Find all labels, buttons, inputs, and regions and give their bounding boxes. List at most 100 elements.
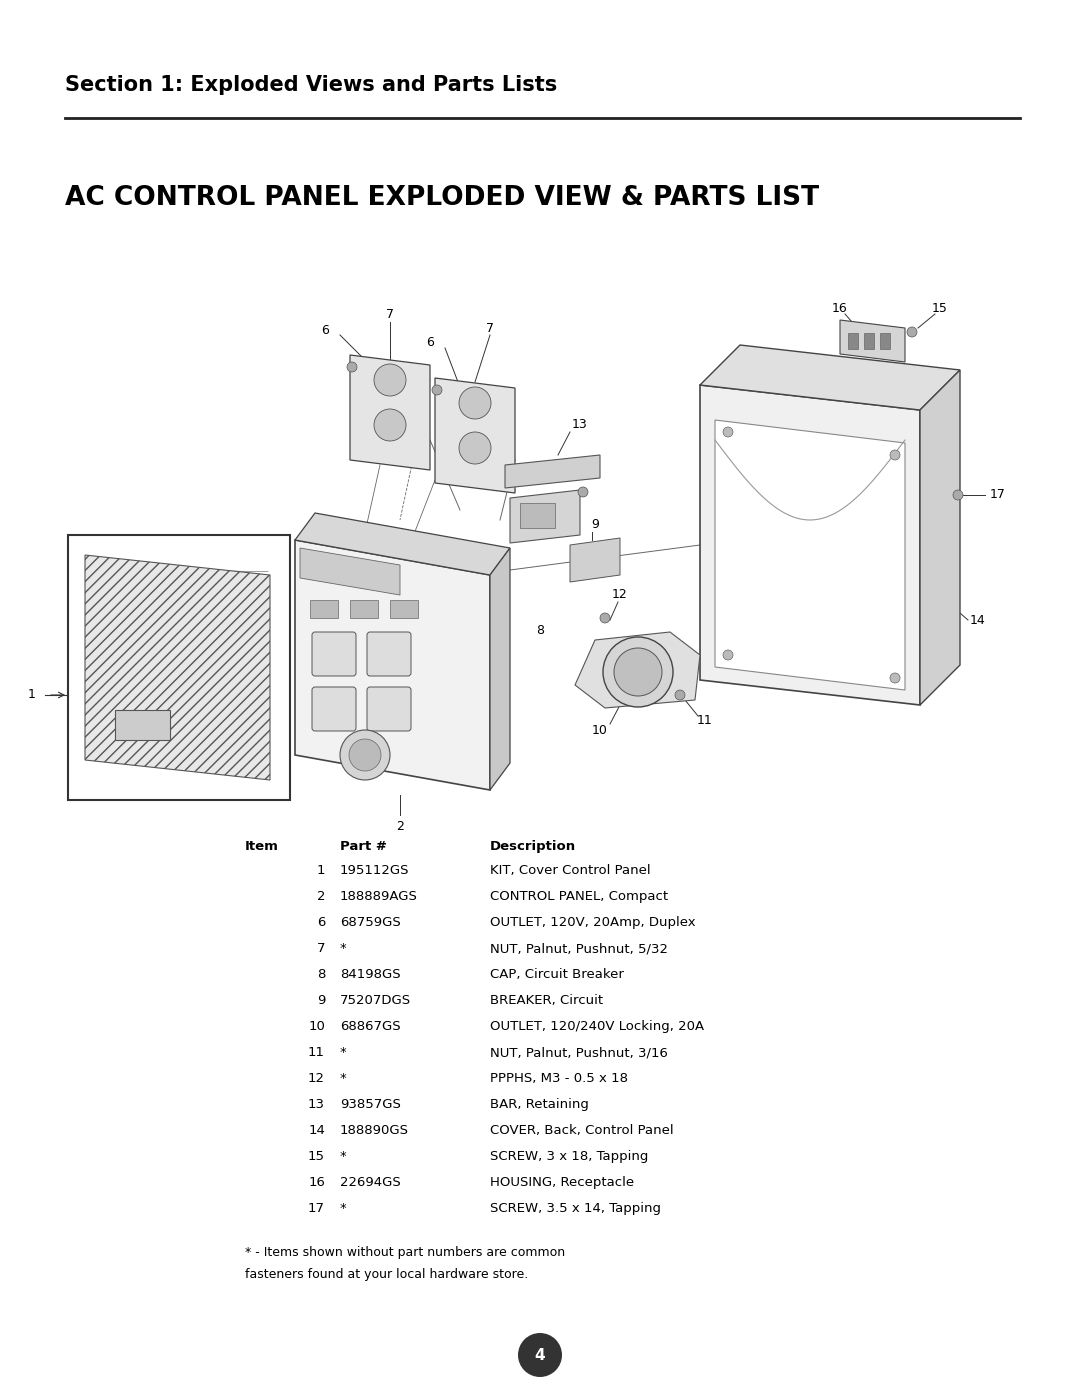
Text: 11: 11 bbox=[697, 714, 713, 726]
Text: 22694GS: 22694GS bbox=[340, 1176, 401, 1189]
FancyBboxPatch shape bbox=[312, 631, 356, 676]
Text: *: * bbox=[340, 1071, 347, 1085]
Text: 6: 6 bbox=[427, 335, 434, 348]
Bar bbox=[519, 503, 555, 528]
Text: NUT, Palnut, Pushnut, 5/32: NUT, Palnut, Pushnut, 5/32 bbox=[490, 942, 669, 956]
Text: HOUSING, Receptacle: HOUSING, Receptacle bbox=[490, 1176, 634, 1189]
Text: BREAKER, Circuit: BREAKER, Circuit bbox=[490, 995, 603, 1007]
Text: 8: 8 bbox=[536, 623, 544, 637]
Text: 12: 12 bbox=[612, 588, 627, 602]
Text: COVER, Back, Control Panel: COVER, Back, Control Panel bbox=[490, 1125, 674, 1137]
Text: 9: 9 bbox=[316, 995, 325, 1007]
Circle shape bbox=[578, 488, 588, 497]
Circle shape bbox=[459, 387, 491, 419]
Text: 188889AGS: 188889AGS bbox=[340, 890, 418, 902]
Polygon shape bbox=[300, 548, 400, 595]
Text: *: * bbox=[340, 942, 347, 956]
Circle shape bbox=[890, 450, 900, 460]
Text: 93857GS: 93857GS bbox=[340, 1098, 401, 1111]
Polygon shape bbox=[295, 513, 510, 576]
Bar bbox=[68, 535, 291, 800]
Text: 14: 14 bbox=[970, 613, 986, 626]
Text: 10: 10 bbox=[308, 1020, 325, 1032]
Text: BAR, Retaining: BAR, Retaining bbox=[490, 1098, 589, 1111]
FancyBboxPatch shape bbox=[367, 631, 411, 676]
Bar bbox=[880, 332, 890, 349]
Polygon shape bbox=[920, 370, 960, 705]
Circle shape bbox=[374, 365, 406, 395]
Text: 16: 16 bbox=[308, 1176, 325, 1189]
Polygon shape bbox=[505, 455, 600, 488]
Text: 6: 6 bbox=[321, 324, 329, 337]
FancyBboxPatch shape bbox=[312, 687, 356, 731]
Polygon shape bbox=[570, 538, 620, 583]
Text: 11: 11 bbox=[308, 1046, 325, 1059]
Text: PPPHS, M3 - 0.5 x 18: PPPHS, M3 - 0.5 x 18 bbox=[490, 1071, 627, 1085]
Text: 75207DGS: 75207DGS bbox=[340, 995, 411, 1007]
Polygon shape bbox=[715, 420, 905, 690]
Circle shape bbox=[603, 637, 673, 707]
Circle shape bbox=[374, 409, 406, 441]
Polygon shape bbox=[575, 631, 700, 708]
Text: 9: 9 bbox=[591, 518, 599, 531]
Circle shape bbox=[723, 650, 733, 659]
Polygon shape bbox=[435, 379, 515, 493]
Circle shape bbox=[347, 362, 357, 372]
Text: 1: 1 bbox=[28, 689, 36, 701]
Text: *: * bbox=[340, 1046, 347, 1059]
Text: SCREW, 3.5 x 14, Tapping: SCREW, 3.5 x 14, Tapping bbox=[490, 1201, 661, 1215]
Text: 16: 16 bbox=[832, 302, 848, 314]
Circle shape bbox=[615, 648, 662, 696]
Text: 15: 15 bbox=[932, 302, 948, 314]
Text: CAP, Circuit Breaker: CAP, Circuit Breaker bbox=[490, 968, 624, 981]
Bar bbox=[350, 599, 378, 617]
Circle shape bbox=[340, 731, 390, 780]
Text: 68759GS: 68759GS bbox=[340, 916, 401, 929]
Polygon shape bbox=[510, 490, 580, 543]
Circle shape bbox=[518, 1333, 562, 1377]
Text: AC CONTROL PANEL EXPLODED VIEW & PARTS LIST: AC CONTROL PANEL EXPLODED VIEW & PARTS L… bbox=[65, 184, 819, 211]
Bar bbox=[864, 332, 874, 349]
Circle shape bbox=[907, 327, 917, 337]
Text: 12: 12 bbox=[308, 1071, 325, 1085]
Text: Part #: Part # bbox=[340, 840, 387, 854]
Circle shape bbox=[890, 673, 900, 683]
Bar bbox=[114, 710, 170, 740]
Text: 13: 13 bbox=[572, 419, 588, 432]
Text: SCREW, 3 x 18, Tapping: SCREW, 3 x 18, Tapping bbox=[490, 1150, 648, 1162]
Text: 8: 8 bbox=[316, 968, 325, 981]
Text: 1: 1 bbox=[316, 863, 325, 877]
Text: 7: 7 bbox=[316, 942, 325, 956]
Text: 7: 7 bbox=[386, 309, 394, 321]
Polygon shape bbox=[350, 355, 430, 469]
Text: *: * bbox=[340, 1150, 347, 1162]
Circle shape bbox=[675, 690, 685, 700]
Text: 14: 14 bbox=[308, 1125, 325, 1137]
Text: KIT, Cover Control Panel: KIT, Cover Control Panel bbox=[490, 863, 650, 877]
Text: 17: 17 bbox=[990, 489, 1005, 502]
Text: 15: 15 bbox=[308, 1150, 325, 1162]
Circle shape bbox=[459, 432, 491, 464]
Text: * - Items shown without part numbers are common: * - Items shown without part numbers are… bbox=[245, 1246, 565, 1259]
Circle shape bbox=[600, 613, 610, 623]
Text: Description: Description bbox=[490, 840, 576, 854]
Circle shape bbox=[723, 427, 733, 437]
Polygon shape bbox=[700, 345, 960, 409]
Polygon shape bbox=[85, 555, 270, 780]
Text: Section 1: Exploded Views and Parts Lists: Section 1: Exploded Views and Parts List… bbox=[65, 75, 557, 95]
Circle shape bbox=[349, 739, 381, 771]
Text: 84198GS: 84198GS bbox=[340, 968, 401, 981]
Text: fasteners found at your local hardware store.: fasteners found at your local hardware s… bbox=[245, 1268, 528, 1281]
Circle shape bbox=[953, 490, 963, 500]
Polygon shape bbox=[295, 541, 490, 789]
Text: OUTLET, 120/240V Locking, 20A: OUTLET, 120/240V Locking, 20A bbox=[490, 1020, 704, 1032]
Text: 195112GS: 195112GS bbox=[340, 863, 409, 877]
FancyBboxPatch shape bbox=[367, 687, 411, 731]
Text: 17: 17 bbox=[308, 1201, 325, 1215]
Text: 2: 2 bbox=[396, 820, 404, 833]
Text: 188890GS: 188890GS bbox=[340, 1125, 409, 1137]
Circle shape bbox=[432, 386, 442, 395]
Polygon shape bbox=[700, 386, 920, 705]
Polygon shape bbox=[840, 320, 905, 362]
Text: 13: 13 bbox=[308, 1098, 325, 1111]
